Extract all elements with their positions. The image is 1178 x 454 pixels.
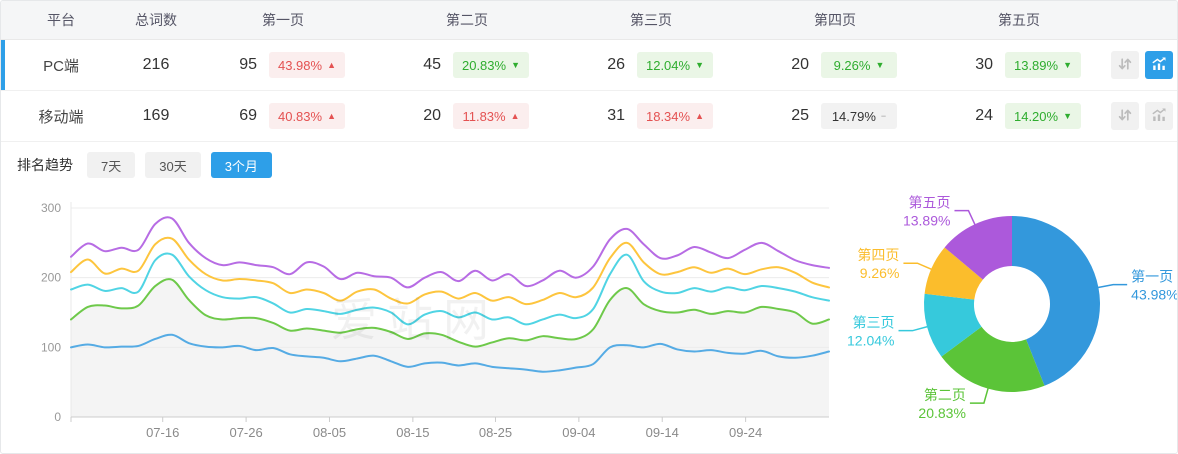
page4-cell: 25 14.79% − [743,103,927,129]
total-words: 216 [142,56,170,73]
trend-chart-icon [1151,56,1167,75]
tab-7-days[interactable]: 7天 [87,152,136,178]
change-badge: 14.20% ▼ [1004,103,1081,129]
page3-cell: 31 18.34% ▲ [559,103,743,129]
page5-cell: 30 13.89% ▼ [927,52,1111,78]
svg-text:13.89%: 13.89% [903,213,950,229]
page2-cell: 45 20.83% ▼ [375,52,559,78]
sort-arrows-button[interactable] [1111,102,1139,130]
table-row-pc[interactable]: PC端 216 95 43.98% ▲ 45 20.83% ▼ 26 12.04% ▼… [1,40,1177,91]
page3-cell: 26 12.04% ▼ [559,52,743,78]
down-triangle-icon: ▼ [875,59,885,70]
page2-cell: 20 11.83% ▲ [375,103,559,129]
trend-body: 爱站网 0 100 200 300 07-16 07-26 08-05 08-15 08-25 0… [1,188,1178,453]
line-chart-svg: 0 100 200 300 07-16 07-26 08-05 08-15 08-25 09-04… [41,201,830,440]
col-platform: 平台 [47,12,75,28]
svg-text:第四页: 第四页 [857,247,899,263]
page3-count: 26 [607,56,625,73]
svg-text:08-25: 08-25 [479,425,512,440]
svg-text:9.26%: 9.26% [860,265,900,281]
table-header: 平台 总词数 第一页 第二页 第三页 第四页 第五页 [1,1,1177,40]
flat-triangle-icon: − [880,110,887,121]
svg-text:09-04: 09-04 [562,425,595,440]
change-badge: 12.04% ▼ [636,52,713,78]
svg-text:08-15: 08-15 [396,425,429,440]
sort-arrows-button[interactable] [1111,51,1139,79]
down-triangle-icon: ▼ [1063,110,1072,121]
trend-title: 排名趋势 [17,157,73,173]
col-page-2: 第二页 [446,12,488,28]
change-badge: 20.83% ▼ [452,52,529,78]
svg-text:200: 200 [41,271,61,285]
down-triangle-icon: ▼ [511,59,520,70]
col-page-3: 第三页 [630,12,672,28]
page1-count: 95 [239,56,257,73]
total-words: 169 [142,107,170,124]
svg-text:07-26: 07-26 [229,425,262,440]
up-triangle-icon: ▲ [695,110,704,121]
svg-text:09-24: 09-24 [729,425,762,440]
table-row-mobile[interactable]: 移动端 169 69 40.83% ▲ 20 11.83% ▲ 31 18.34% ▲… [1,91,1177,142]
sort-arrows-icon [1117,107,1133,126]
platform-name: PC端 [43,57,79,75]
svg-text:第三页: 第三页 [853,315,895,331]
up-triangle-icon: ▲ [327,110,336,121]
rank-trend-line-chart: 爱站网 0 100 200 300 07-16 07-26 08-05 08-15 08-25 0… [1,188,831,453]
trend-chart-icon [1151,107,1167,126]
page2-count: 45 [423,56,441,73]
change-badge: 40.83% ▲ [268,103,345,129]
down-triangle-icon: ▼ [695,59,704,70]
up-triangle-icon: ▲ [510,110,520,121]
col-page-4: 第四页 [814,12,856,28]
svg-text:08-05: 08-05 [313,425,346,440]
page4-count: 20 [791,56,809,73]
page3-count: 31 [607,107,625,124]
col-total: 总词数 [135,12,177,28]
svg-text:20.83%: 20.83% [918,405,965,421]
change-badge: 14.79% − [821,103,897,129]
up-triangle-icon: ▲ [327,59,336,70]
svg-text:第一页: 第一页 [1131,269,1173,285]
svg-text:300: 300 [41,201,61,215]
page1-cell: 69 40.83% ▲ [191,103,375,129]
down-triangle-icon: ▼ [1063,59,1072,70]
svg-text:100: 100 [41,340,61,354]
svg-text:0: 0 [54,410,61,424]
page1-cell: 95 43.98% ▲ [191,52,375,78]
page4-cell: 20 9.26% ▼ [743,52,927,78]
col-page-1: 第一页 [262,12,304,28]
page-share-donut-chart: 第一页 43.98% 第二页 20.83% 第三页 12.04% 第四页 9.26% 第五页 13… [831,188,1178,453]
page5-count: 30 [975,56,993,73]
trend-chart-button[interactable] [1145,102,1173,130]
page5-count: 24 [975,107,993,124]
tab-30-days[interactable]: 30天 [145,152,201,178]
change-badge: 13.89% ▼ [1004,52,1081,78]
svg-text:12.04%: 12.04% [847,333,894,349]
page4-count: 25 [791,107,809,124]
platform-name: 移动端 [38,108,84,126]
trend-chart-button[interactable] [1145,51,1173,79]
svg-text:第五页: 第五页 [908,195,950,211]
page1-count: 69 [239,107,257,124]
svg-text:07-16: 07-16 [146,425,179,440]
svg-text:第二页: 第二页 [924,387,966,403]
sort-arrows-icon [1117,56,1133,75]
trend-header: 排名趋势 7天 30天 3个月 [1,142,1177,188]
col-page-5: 第五页 [998,12,1040,28]
page2-count: 20 [423,107,441,124]
tab-3-months[interactable]: 3个月 [210,152,272,178]
change-badge: 11.83% ▲ [453,103,529,129]
donut-chart-svg: 第一页 43.98% 第二页 20.83% 第三页 12.04% 第四页 9.26% 第五页 13… [847,195,1178,421]
svg-text:43.98%: 43.98% [1131,287,1178,303]
change-badge: 18.34% ▲ [636,103,713,129]
change-badge: 43.98% ▲ [268,52,345,78]
change-badge: 9.26% ▼ [821,52,897,78]
svg-text:09-14: 09-14 [646,425,679,440]
page5-cell: 24 14.20% ▼ [927,103,1111,129]
